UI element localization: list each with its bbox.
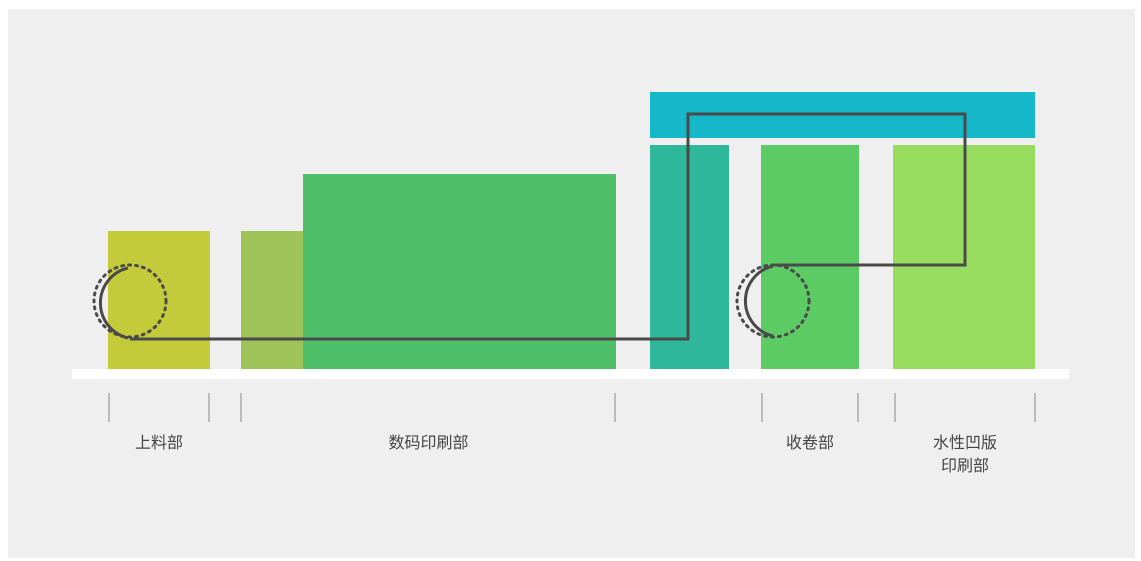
flexo-label-line1: 水性凹版 <box>932 433 997 452</box>
rewind-label: 收卷部 <box>785 433 834 452</box>
rewind-roll-dotted-circle <box>735 263 811 339</box>
flexo-label-line2: 印刷部 <box>940 456 989 475</box>
web-path-line <box>130 112 967 341</box>
feed-label: 上料部 <box>134 433 183 452</box>
rewind-unit-block <box>761 145 859 371</box>
digital-pre-unit-block <box>241 231 303 371</box>
floor-line <box>72 369 1069 379</box>
digital-printing-label: 数码印刷部 <box>388 433 469 452</box>
section-ticks <box>108 393 1036 422</box>
feed-roll-dotted-circle <box>92 263 168 339</box>
rewind-roll-arc <box>743 264 774 338</box>
feed-unit-block <box>108 231 210 371</box>
